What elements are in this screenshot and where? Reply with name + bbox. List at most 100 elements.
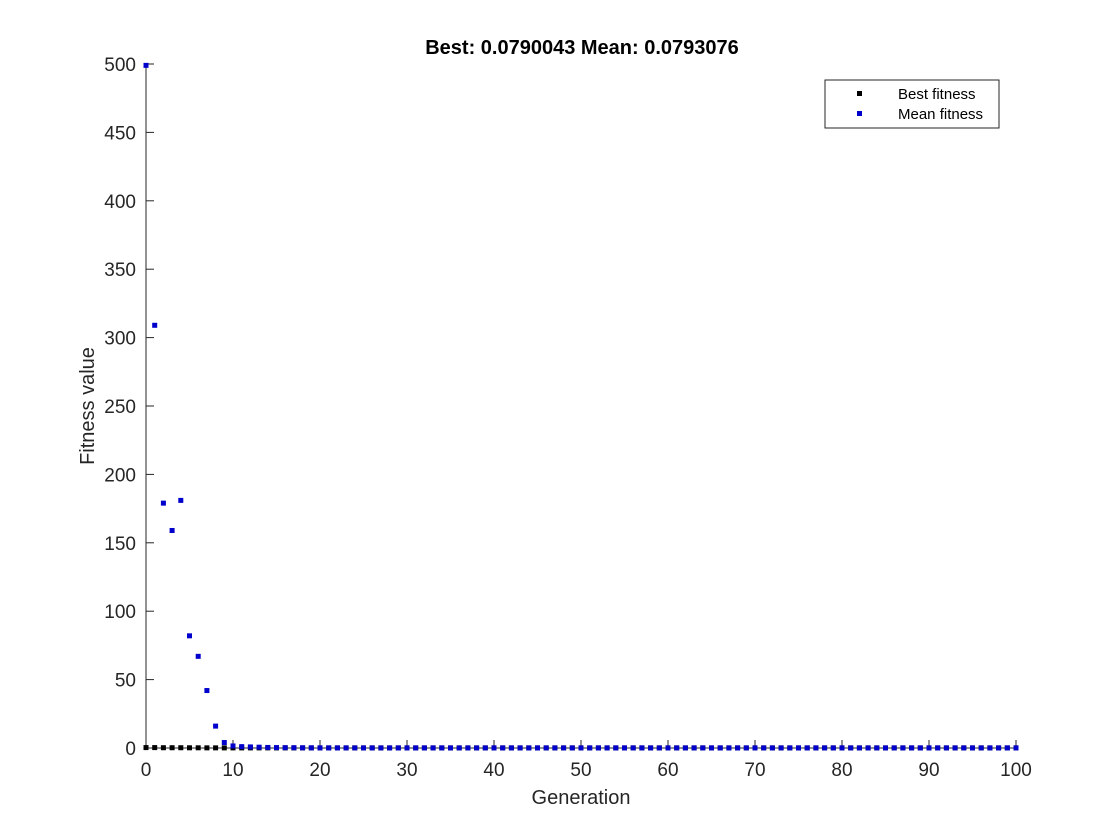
y-tick-label: 350: [104, 260, 136, 281]
legend: Best fitness Mean fitness: [824, 79, 1000, 129]
mean-fitness-point: [395, 745, 401, 751]
mean-fitness-point: [813, 745, 819, 751]
mean-fitness-point: [535, 745, 540, 751]
mean-fitness-point: [274, 745, 279, 751]
mean-fitness-point: [865, 745, 871, 751]
mean-fitness-point: [856, 745, 862, 751]
x-tick-label: 50: [570, 760, 591, 781]
x-axis-ticks: 0 10 20 30 40 50 60 70 80 90 100: [141, 740, 1032, 781]
mean-fitness-point: [691, 745, 697, 751]
mean-fitness-point: [430, 745, 436, 751]
mean-fitness-point: [909, 745, 915, 751]
mean-fitness-point: [665, 745, 671, 751]
mean-fitness-point: [874, 745, 880, 751]
legend-marker-best-fitness: [857, 91, 862, 96]
mean-fitness-point: [500, 745, 506, 751]
mean-fitness-point: [648, 745, 654, 751]
mean-fitness-point: [900, 745, 906, 751]
series-layer: [143, 62, 1019, 751]
mean-fitness-point: [256, 744, 262, 750]
x-axis-label: Generation: [532, 787, 631, 809]
mean-fitness-point: [387, 745, 393, 751]
mean-fitness-point: [926, 745, 932, 751]
y-tick-label: 400: [104, 192, 136, 213]
best-fitness-point: [195, 745, 201, 751]
mean-fitness-point: [726, 745, 732, 751]
x-tick-label: 70: [744, 760, 765, 781]
mean-fitness-point: [743, 745, 749, 751]
mean-fitness-point: [213, 723, 219, 729]
y-tick-label: 150: [104, 534, 136, 555]
mean-fitness-point: [482, 745, 488, 751]
mean-fitness-point: [839, 745, 845, 751]
mean-fitness-point: [517, 745, 523, 751]
mean-fitness-point: [656, 745, 662, 751]
mean-fitness-point: [1004, 745, 1010, 751]
best-fitness-point: [221, 745, 227, 751]
mean-fitness-point: [735, 745, 741, 751]
mean-fitness-point: [317, 745, 323, 751]
mean-fitness-point: [700, 745, 706, 751]
x-tick-label: 60: [657, 760, 678, 781]
mean-fitness-point: [561, 745, 567, 751]
y-axis-ticks: 0 50 100 150 200 250 300 350 400 450 500: [104, 55, 154, 760]
mean-fitness-point: [404, 745, 410, 751]
y-tick-label: 100: [104, 602, 136, 623]
y-axis-label: Fitness value: [77, 347, 99, 465]
mean-fitness-point: [543, 745, 549, 751]
mean-fitness-point: [943, 745, 949, 751]
mean-fitness-point: [326, 745, 332, 751]
mean-fitness-point: [221, 740, 227, 746]
mean-fitness-point: [230, 743, 236, 749]
mean-fitness-point: [787, 745, 793, 751]
mean-fitness-point: [187, 633, 192, 639]
mean-fitness-point: [769, 745, 775, 751]
mean-fitness-point: [456, 745, 462, 751]
best-fitness-point: [152, 745, 158, 751]
y-tick-label: 0: [125, 739, 136, 760]
mean-fitness-point: [848, 745, 854, 751]
mean-fitness-point: [978, 745, 984, 751]
best-fitness-point: [143, 745, 149, 751]
mean-fitness-point: [639, 745, 645, 751]
mean-fitness-point: [239, 744, 245, 750]
mean-fitness-point: [674, 745, 680, 751]
mean-fitness-point: [465, 745, 471, 751]
x-tick-label: 90: [918, 760, 939, 781]
mean-fitness-point: [508, 745, 514, 751]
mean-fitness-point: [300, 745, 306, 751]
mean-fitness-point: [352, 745, 358, 751]
y-tick-label: 200: [104, 465, 136, 486]
legend-marker-mean-fitness: [857, 111, 862, 116]
mean-fitness-point: [935, 745, 941, 751]
mean-fitness-point: [917, 745, 923, 751]
legend-label-mean-fitness: Mean fitness: [898, 106, 983, 123]
best-fitness-point: [169, 745, 175, 751]
mean-fitness-point: [369, 745, 375, 751]
mean-fitness-point: [361, 745, 366, 751]
mean-fitness-point: [474, 745, 480, 751]
mean-fitness-point: [552, 745, 558, 751]
mean-fitness-point: [291, 745, 297, 751]
mean-fitness-point: [204, 688, 210, 694]
y-tick-label: 300: [104, 329, 136, 350]
mean-fitness-point: [970, 745, 975, 751]
mean-fitness-point: [569, 745, 575, 751]
mean-fitness-point: [169, 527, 175, 533]
series-mean-fitness: [143, 62, 1019, 751]
mean-fitness-point: [987, 745, 993, 751]
mean-fitness-point: [822, 745, 828, 751]
mean-fitness-point: [709, 745, 714, 751]
mean-fitness-point: [1013, 745, 1019, 751]
y-tick-label: 250: [104, 397, 136, 418]
chart-title: Best: 0.0790043 Mean: 0.0793076: [425, 37, 739, 59]
mean-fitness-point: [682, 745, 688, 751]
mean-fitness-point: [378, 745, 384, 751]
y-tick-label: 50: [115, 671, 136, 692]
mean-fitness-point: [883, 745, 888, 751]
mean-fitness-point: [804, 745, 810, 751]
mean-fitness-point: [334, 745, 340, 751]
mean-fitness-point: [421, 745, 427, 751]
x-tick-label: 30: [396, 760, 417, 781]
